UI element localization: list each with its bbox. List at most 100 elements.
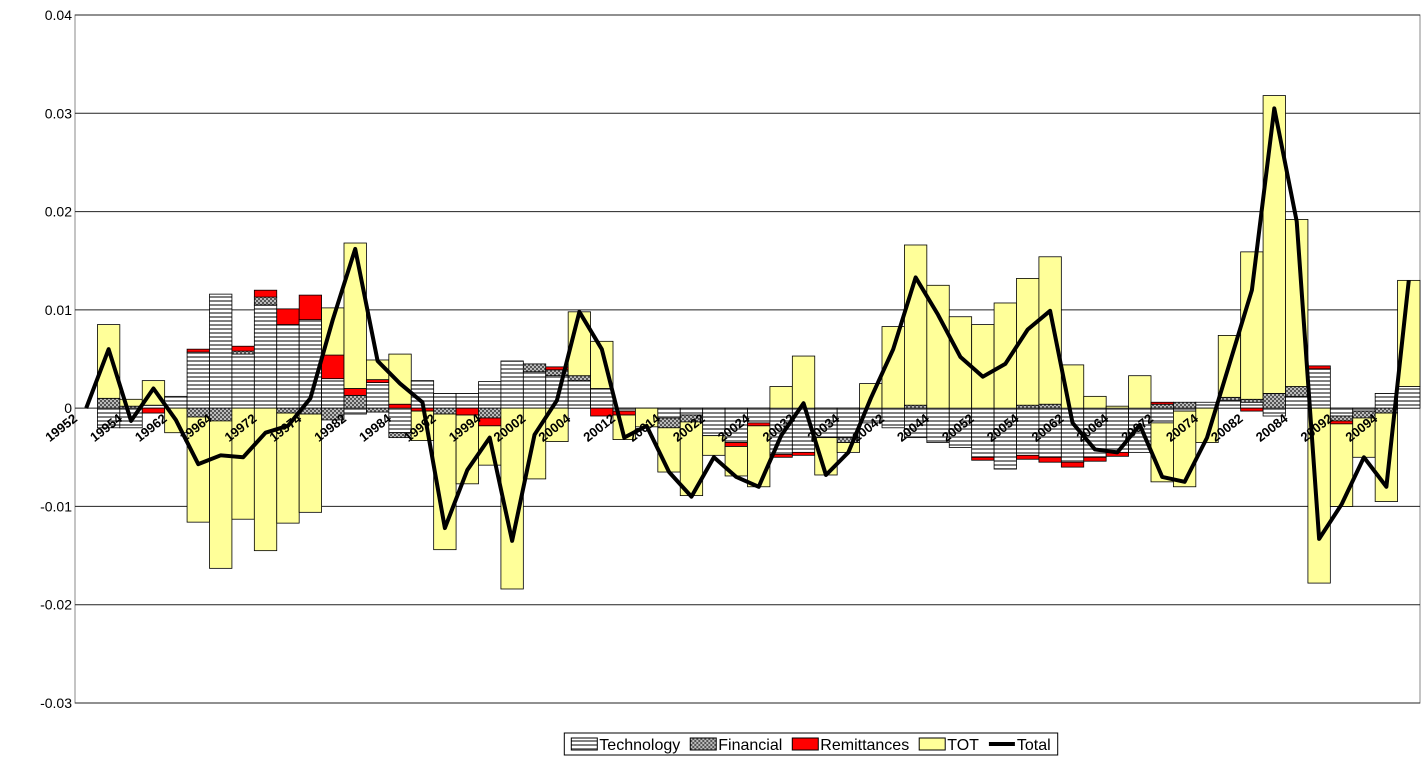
- legend-swatch: [689, 737, 717, 751]
- bar-segment: [1307, 365, 1331, 370]
- bar-segment: [1083, 456, 1107, 462]
- bar-segment: [971, 324, 995, 409]
- bar-segment: [1105, 405, 1129, 409]
- bar-segment: [567, 375, 591, 382]
- bar-segment: [1262, 392, 1286, 409]
- bar-segment: [1352, 407, 1376, 412]
- bar-segment: [1038, 403, 1062, 409]
- bar-segment: [253, 289, 278, 298]
- bar-segment: [478, 407, 502, 419]
- bar-segment: [881, 407, 905, 429]
- bar-segment: [366, 382, 390, 409]
- bar-segment: [791, 451, 816, 456]
- bar-segment: [1285, 395, 1309, 409]
- bar-segment: [343, 388, 367, 396]
- y-tick-label: 0.04: [45, 7, 72, 23]
- bar-segment: [1217, 396, 1242, 401]
- bar-segment: [1329, 415, 1354, 422]
- bar-segment: [97, 397, 121, 409]
- bar-segment: [1150, 401, 1174, 405]
- y-tick-label: 0.03: [45, 105, 72, 121]
- bar-segment: [590, 388, 614, 409]
- y-tick-label: 0.01: [45, 302, 72, 318]
- bar-segment: [276, 308, 300, 326]
- bar-segment: [1285, 386, 1309, 397]
- bar-segment: [321, 378, 345, 409]
- legend-label: Total: [1017, 737, 1051, 754]
- bar-segment: [388, 403, 412, 409]
- bar-segment: [433, 407, 457, 415]
- bar-segment: [1240, 401, 1264, 409]
- bar-segment: [1038, 456, 1062, 463]
- bar-segment: [298, 294, 322, 321]
- bar-segment: [724, 442, 748, 447]
- bar-segment: [209, 407, 233, 422]
- bar-segment: [253, 296, 278, 306]
- bar-segment: [1217, 399, 1242, 409]
- legend-label: Technology: [599, 737, 680, 754]
- bar-segment: [1083, 395, 1107, 409]
- bar-segment: [231, 353, 255, 409]
- bar-segment: [545, 407, 569, 442]
- bar-segment: [1397, 279, 1421, 387]
- bar-segment: [904, 404, 928, 409]
- bar-segment: [1150, 403, 1174, 409]
- bar-segment: [522, 363, 547, 373]
- bar-segment: [769, 453, 793, 458]
- bar-segment: [1240, 407, 1264, 412]
- legend-label: TOT: [947, 737, 979, 754]
- bar-segment: [993, 302, 1017, 409]
- legend-swatch: [570, 737, 598, 751]
- legend-label: Remittances: [820, 737, 909, 754]
- legend: Technology Financial Remittances TOT Total: [563, 732, 1059, 756]
- bar-segment: [904, 244, 928, 406]
- bar-segment: [1016, 404, 1040, 409]
- bar-segment: [1329, 407, 1354, 417]
- bar-segment: [500, 360, 524, 409]
- bar-segment: [186, 348, 210, 353]
- total-line: [84, 106, 1411, 543]
- y-tick-label: -0.03: [40, 695, 72, 711]
- bar-segment: [366, 407, 390, 413]
- bar-segment: [1397, 386, 1421, 409]
- bar-segment: [343, 407, 367, 415]
- bar-segment: [567, 380, 591, 409]
- y-tick-label: -0.02: [40, 597, 72, 613]
- bar-segment: [1128, 375, 1152, 409]
- bar-segment: [343, 394, 367, 409]
- bar-segment: [321, 354, 345, 380]
- bar-segment: [276, 324, 300, 409]
- bar-segment: [478, 381, 502, 409]
- bar-segment: [769, 386, 793, 409]
- bar-segment: [343, 242, 367, 389]
- bar-segment: [1016, 454, 1040, 460]
- bar-segment: [231, 350, 255, 355]
- bar-segment: [1240, 398, 1264, 403]
- bar-segment: [366, 379, 390, 383]
- bar-segment: [141, 404, 166, 409]
- bar-segment: [433, 392, 457, 409]
- y-tick-label: -0.01: [40, 498, 72, 514]
- bar-segment: [253, 304, 278, 409]
- legend-label: Financial: [718, 737, 782, 754]
- bar-segment: [298, 413, 322, 513]
- bar-segment: [455, 392, 479, 409]
- bar-segment: [231, 345, 255, 352]
- bar-segment: [97, 324, 121, 399]
- bar-segment: [522, 371, 547, 409]
- bar-segment: [1173, 407, 1197, 412]
- y-tick-label: 0.02: [45, 204, 72, 220]
- bar-segment: [1173, 401, 1197, 409]
- bar-segment: [1038, 256, 1062, 405]
- bar-segment: [209, 293, 233, 409]
- legend-swatch: [918, 737, 946, 751]
- bar-segment: [971, 456, 995, 461]
- bar-segment: [1060, 461, 1085, 468]
- bar-segment: [388, 353, 412, 405]
- x-tick-label: 19952: [42, 411, 80, 445]
- bar-segment: [186, 351, 210, 409]
- legend-swatch: [791, 737, 819, 751]
- y-tick-label: 0: [64, 400, 72, 416]
- bar-segment: [657, 407, 681, 419]
